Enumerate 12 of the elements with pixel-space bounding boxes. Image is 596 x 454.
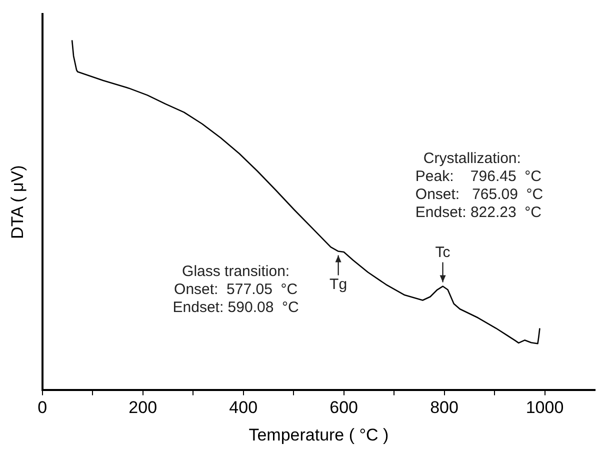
x-tick-label: 200 [128, 398, 158, 418]
x-tick-label: 600 [330, 398, 358, 418]
annotation: Glass transition: Onset: 577.05 °C Endset: 590.08 °C [172, 262, 300, 316]
annotation: Crystallization: Peak: 796.45 °C Onset: 765.09 °C Endset: 822.23 °C [415, 150, 544, 221]
x-tick-label: 1000 [526, 398, 564, 418]
x-tick-label: 800 [430, 398, 458, 418]
x-tick-label: 400 [229, 398, 258, 418]
y-axis-title: DTA ( μV) [8, 165, 27, 239]
annotation: Tc [435, 244, 451, 261]
x-tick-label: 0 [38, 398, 48, 418]
x-axis-title: Temperature ( °C ) [248, 425, 389, 444]
annotation: Tg [330, 276, 348, 293]
